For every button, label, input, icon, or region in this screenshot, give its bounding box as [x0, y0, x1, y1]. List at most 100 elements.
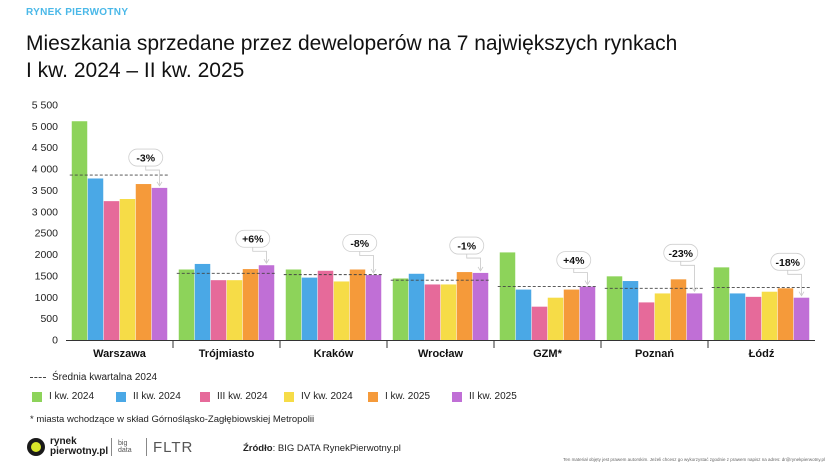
bar [793, 297, 810, 340]
bar [579, 286, 596, 340]
fltr-logo: FLTR [153, 438, 194, 456]
bar [499, 252, 516, 340]
rynek-pierwotny-logo-icon [27, 438, 45, 456]
bar [242, 269, 259, 340]
legend-swatch [452, 391, 462, 402]
change-annotation: -8% [350, 238, 369, 250]
change-annotation: -18% [775, 257, 800, 269]
bar [729, 293, 746, 340]
annotation-arrow-icon [263, 259, 270, 264]
change-annotation: +4% [563, 255, 585, 267]
annotation-arrow-icon [477, 266, 484, 272]
y-tick-label: 2500 [35, 228, 59, 240]
bar [547, 297, 564, 340]
legend-label: I kw. 2025 [385, 391, 431, 402]
source-text: : BIG DATA RynekPierwotny.pl [272, 443, 401, 454]
bar [424, 284, 441, 340]
source-note: Źródło: BIG DATA RynekPierwotny.pl [243, 443, 401, 454]
bar [333, 281, 350, 340]
logo-name: rynek pierwotny.pl [50, 436, 109, 457]
bar [349, 269, 366, 340]
legend-item: I kw. 2024 [32, 391, 116, 402]
y-tick-label: 4 500 [32, 142, 58, 154]
category-label: Wrocław [418, 348, 463, 360]
annotation-arrow-icon [156, 181, 163, 187]
source-label: Źródło [243, 443, 273, 454]
bar [301, 277, 318, 340]
bar [408, 273, 425, 340]
legend-label: II kw. 2024 [133, 391, 181, 402]
bar [285, 269, 302, 340]
annotation-arrow-icon [370, 268, 377, 274]
annotation-connector [145, 166, 160, 185]
brand-label: RYNEK PIERWOTNY [26, 7, 129, 18]
annotation-connector [680, 261, 695, 291]
annotation-arrow-icon [798, 291, 805, 297]
bar [606, 276, 623, 340]
bar [194, 263, 211, 340]
y-tick-label: 1500 [35, 270, 59, 282]
legend-label: I kw. 2024 [49, 391, 95, 402]
legend-swatch [284, 391, 294, 402]
bar [456, 272, 473, 340]
series-legend: I kw. 2024 II kw. 2024 III kw. 2024 IV k… [32, 391, 536, 402]
annotation-connector [252, 247, 267, 263]
y-tick-label: 1000 [35, 292, 59, 304]
category-label: Kraków [314, 348, 354, 360]
y-tick-label: 5 000 [32, 121, 58, 133]
category-label: Poznań [635, 348, 674, 360]
y-tick-label: 5 500 [32, 100, 58, 112]
change-annotation: -3% [136, 153, 155, 165]
annotation-connector [573, 268, 588, 284]
bar [638, 302, 655, 340]
bar [563, 289, 580, 340]
category-label: GZM* [533, 348, 562, 360]
bar [178, 269, 195, 340]
bar [670, 279, 687, 340]
bar [472, 272, 489, 340]
annotation-connector [787, 270, 802, 295]
bar [365, 275, 382, 340]
logo-divider [111, 438, 112, 456]
average-legend: Średnia kwartalna 2024 [30, 372, 157, 383]
bar [258, 265, 275, 340]
bar [440, 284, 457, 340]
legend-label: II kw. 2025 [469, 391, 517, 402]
legend-item: I kw. 2025 [368, 391, 452, 402]
annotation-arrow-icon [584, 280, 591, 286]
legend-label: IV kw. 2024 [301, 391, 353, 402]
y-tick-label: 3 500 [32, 185, 58, 197]
bar [119, 199, 136, 340]
y-tick-label: 3 000 [32, 206, 58, 218]
bar [713, 267, 730, 340]
average-legend-label: Średnia kwartalna 2024 [52, 372, 158, 383]
change-annotation: -1% [457, 241, 476, 253]
bar [654, 293, 671, 340]
average-dash-swatch [30, 377, 46, 378]
bar [135, 184, 152, 340]
legend-item: III kw. 2024 [200, 391, 284, 402]
legend-item: IV kw. 2024 [284, 391, 368, 402]
legend-item: II kw. 2025 [452, 391, 536, 402]
bar [210, 280, 227, 340]
y-tick-label: 4 000 [32, 164, 58, 176]
legend-swatch [368, 391, 378, 402]
bar [226, 280, 243, 340]
y-tick-label: 0 [52, 335, 58, 347]
category-label: Trójmiasto [199, 348, 255, 360]
bar [392, 278, 409, 340]
change-annotation: -23% [668, 248, 693, 260]
bar [317, 270, 334, 340]
bar [761, 291, 778, 340]
category-label: Łódź [749, 348, 775, 360]
legend-swatch [200, 391, 210, 402]
bar [103, 201, 120, 340]
bar [531, 306, 548, 340]
footnote: * miasta wchodzące w skład Górnośląsko-Z… [30, 414, 315, 425]
category-label: Warszawa [93, 348, 147, 360]
legend-item: II kw. 2024 [116, 391, 200, 402]
y-tick-label: 500 [40, 313, 58, 325]
legend-swatch [32, 391, 42, 402]
title-line-1: Mieszkania sprzedane przez deweloperów n… [26, 32, 678, 55]
annotation-arrow-icon [691, 287, 698, 293]
